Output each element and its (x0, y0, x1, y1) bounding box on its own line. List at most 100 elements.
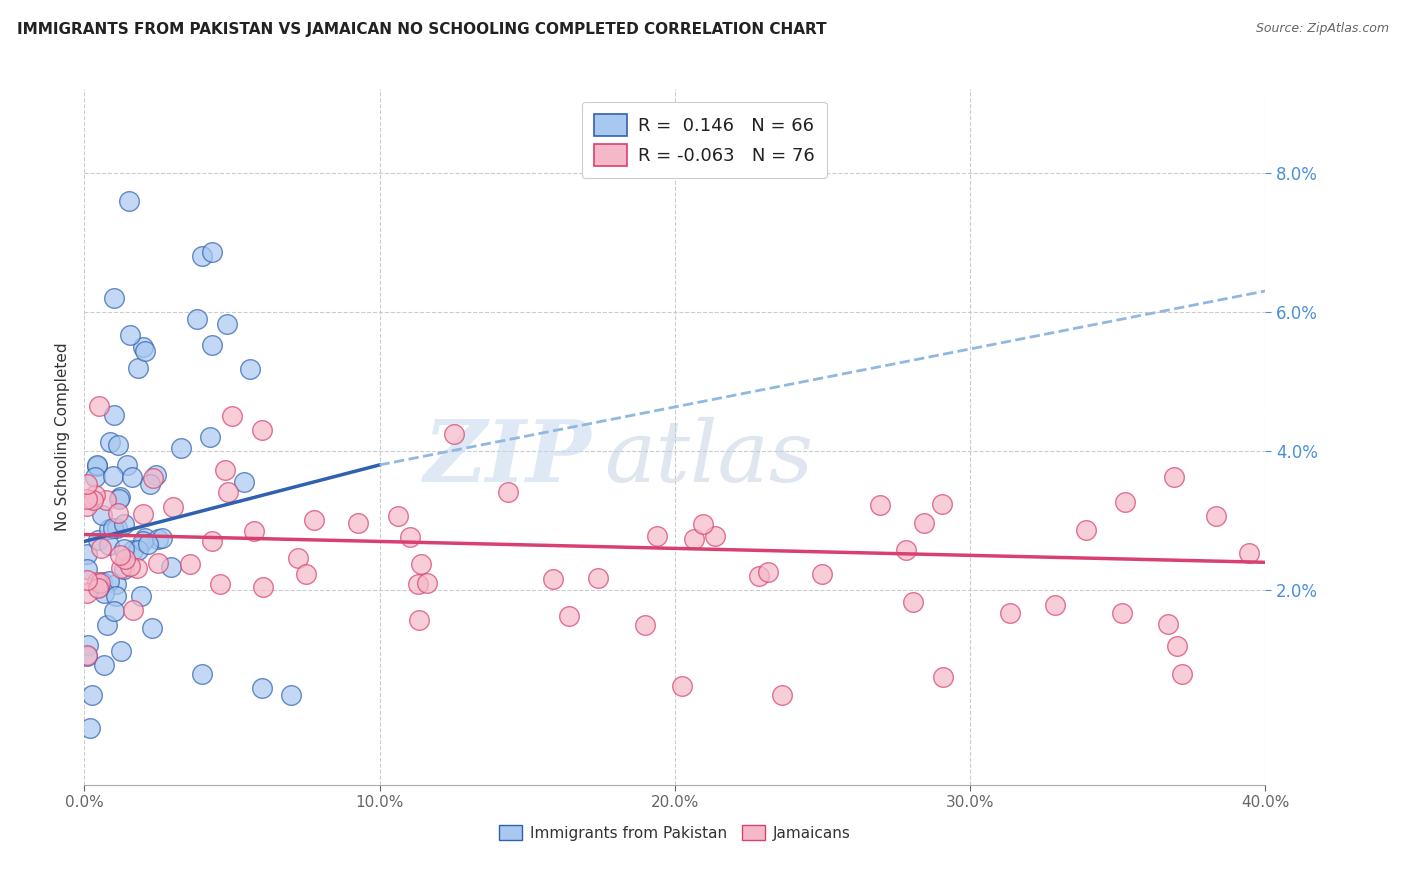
Point (239, 361, 262, 376)
Point (931, 496, 953, 510)
Point (86, 575, 108, 590)
Point (201, 534, 224, 549)
Point (243, 524, 266, 538)
Point (146, 556, 169, 570)
Point (250, 423, 273, 437)
Point (201, 244, 224, 259)
Point (132, 534, 155, 549)
Point (221, 409, 243, 424)
Point (160, 560, 183, 574)
Point (122, 543, 145, 558)
Point (105, 521, 128, 535)
Point (90, 541, 112, 555)
Point (683, 532, 706, 546)
Y-axis label: No Schooling Completed: No Schooling Completed (55, 343, 70, 532)
Point (1171, 667, 1194, 681)
Text: ZIP: ZIP (425, 417, 592, 500)
Point (145, 467, 167, 482)
Point (129, 589, 152, 603)
Point (84, 470, 107, 484)
Point (108, 548, 131, 562)
Point (105, 577, 128, 591)
Text: IMMIGRANTS FROM PAKISTAN VS JAMAICAN NO SCHOOLING COMPLETED CORRELATION CHART: IMMIGRANTS FROM PAKISTAN VS JAMAICAN NO … (17, 22, 827, 37)
Point (122, 603, 145, 617)
Point (748, 569, 770, 583)
Point (87, 533, 110, 548)
Point (191, 249, 214, 263)
Point (139, 477, 162, 491)
Point (1074, 523, 1097, 537)
Point (191, 666, 214, 681)
Point (136, 537, 159, 551)
Point (107, 438, 129, 452)
Point (901, 595, 924, 609)
Point (250, 681, 273, 695)
Point (112, 541, 135, 556)
Point (558, 609, 581, 624)
Point (869, 498, 891, 512)
Point (703, 529, 725, 543)
Point (295, 566, 318, 581)
Point (179, 558, 201, 572)
Point (912, 516, 935, 530)
Point (89, 399, 111, 413)
Point (118, 194, 141, 208)
Point (80, 688, 103, 702)
Point (150, 532, 173, 546)
Point (93, 658, 115, 673)
Point (87, 580, 110, 594)
Point (103, 408, 125, 422)
Point (76, 648, 98, 663)
Point (998, 607, 1021, 621)
Point (1237, 546, 1260, 560)
Point (97, 538, 120, 552)
Point (756, 565, 779, 579)
Point (127, 543, 149, 558)
Point (89, 576, 111, 591)
Point (76, 585, 98, 599)
Point (141, 621, 163, 635)
Point (671, 679, 693, 693)
Point (280, 688, 302, 702)
Point (1045, 599, 1067, 613)
Point (101, 521, 124, 535)
Point (132, 507, 155, 521)
Point (96, 617, 118, 632)
Point (86, 458, 108, 472)
Point (186, 311, 208, 326)
Point (98, 522, 121, 536)
Point (1205, 508, 1227, 523)
Point (76, 562, 98, 576)
Point (115, 458, 138, 472)
Point (647, 529, 669, 543)
Point (112, 516, 135, 531)
Point (201, 338, 224, 352)
Point (108, 492, 131, 507)
Point (121, 470, 143, 484)
Point (346, 516, 368, 530)
Point (214, 462, 236, 476)
Point (105, 589, 128, 603)
Point (142, 471, 165, 485)
Point (79, 721, 101, 735)
Point (76, 648, 98, 662)
Point (132, 340, 155, 354)
Point (83, 488, 105, 502)
Point (127, 561, 149, 575)
Point (200, 430, 222, 444)
Point (94, 492, 117, 507)
Point (232, 475, 254, 490)
Text: atlas: atlas (605, 417, 813, 500)
Point (76, 492, 98, 507)
Point (634, 618, 657, 632)
Point (770, 688, 793, 702)
Point (112, 562, 135, 576)
Point (162, 500, 184, 515)
Point (76, 547, 98, 561)
Point (1114, 495, 1136, 509)
Point (586, 570, 609, 584)
Point (98, 435, 121, 450)
Point (110, 644, 132, 658)
Point (406, 576, 429, 591)
Point (896, 543, 918, 558)
